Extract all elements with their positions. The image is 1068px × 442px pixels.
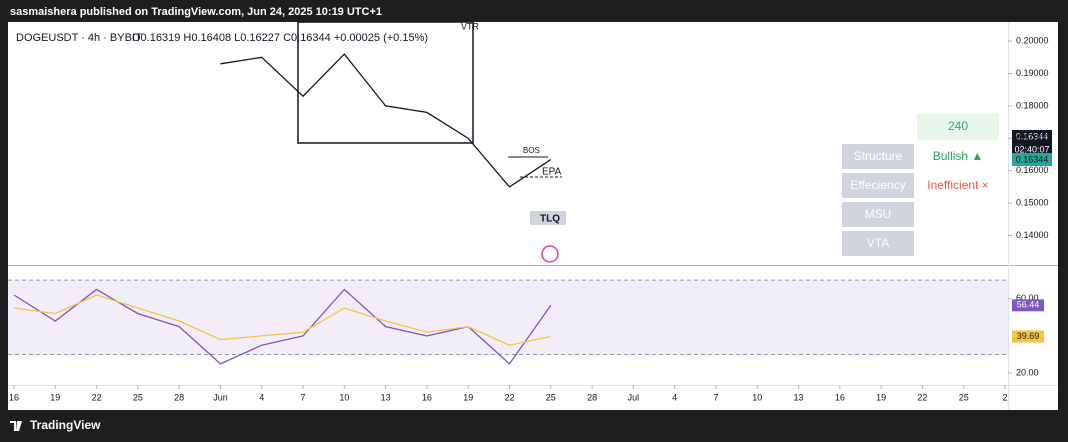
x-tick-label: 25 [546, 392, 556, 402]
x-tick-label: 19 [876, 392, 886, 402]
series-line [220, 53, 552, 188]
y-tick-label: 20.00 [1016, 367, 1039, 377]
y-tick-label: 60.00 [1016, 293, 1039, 303]
x-tick-label: 10 [339, 392, 349, 402]
status-panel: Structure Bullish ▲ Effeciency Inefficient … [842, 144, 989, 256]
y-tick-label: 0.16000 [1016, 165, 1049, 175]
panel-status: Inefficient × [927, 178, 989, 192]
y-tick-label: 0.17000 [1016, 133, 1049, 143]
y-tick-label: 0.15000 [1016, 197, 1049, 207]
x-tick-label: 19 [50, 392, 60, 402]
y-tick-label: 0.19000 [1016, 68, 1049, 78]
last-price-marker: 0.16344 [1016, 154, 1049, 164]
x-tick-label: 4 [672, 392, 677, 402]
countdown: 02:40:07 [1014, 144, 1049, 154]
x-tick-label: 28 [587, 392, 597, 402]
x-tick-label: 10 [752, 392, 762, 402]
panel-label: Effeciency [850, 178, 905, 192]
x-tick-label: 22 [92, 392, 102, 402]
value-label-bg [1012, 299, 1044, 312]
x-tick-label: 19 [463, 392, 473, 402]
value-label-bg [1012, 330, 1044, 343]
x-tick-label: 25 [133, 392, 143, 402]
x-tick-label: 13 [794, 392, 804, 402]
y-tick-label: 0.18000 [1016, 100, 1049, 110]
value-label: 39.69 [1017, 331, 1040, 341]
x-tick-label: Jul [628, 392, 640, 402]
annotation: BOS [523, 146, 540, 155]
x-tick-label: 7 [713, 392, 718, 402]
brand: TradingView [30, 418, 101, 432]
panel-cell [842, 173, 914, 198]
price-label-bg [1012, 153, 1052, 166]
panel-status: Bullish ▲ [933, 149, 984, 163]
event-icon[interactable] [541, 245, 559, 263]
x-tick-label: 25 [959, 392, 969, 402]
x-tick-label: 4 [259, 392, 264, 402]
ohlc: O0.16319 H0.16408 L0.16227 C0.16344 +0.0… [132, 32, 428, 44]
published: sasmaishera published on TradingView.com… [10, 6, 382, 18]
timeframe: 240 [948, 119, 968, 133]
series-line [13, 294, 551, 346]
panel-label: VTA [867, 236, 889, 250]
price-label-bg [1012, 130, 1052, 144]
tlq-box [530, 211, 566, 225]
x-tick-label: 22 [917, 392, 927, 402]
y-tick-label: 0.14000 [1016, 230, 1049, 240]
annotation: TLQ [540, 214, 560, 225]
x-tick-label: 16 [9, 392, 19, 402]
rsi-band [8, 280, 1008, 355]
vtr-box [297, 21, 474, 144]
annotation: EPA [542, 167, 562, 178]
x-tick-label: 7 [301, 392, 306, 402]
symbol: DOGEUSDT · 4h · BYBIT [16, 32, 142, 44]
panel-cell [842, 231, 914, 256]
x-tick-label: 16 [422, 392, 432, 402]
x-tick-label: Jun [213, 392, 228, 402]
timeframe-cell [917, 114, 999, 140]
x-tick-label: 22 [504, 392, 514, 402]
x-tick-label: 28 [174, 392, 184, 402]
value-label: 56.44 [1017, 300, 1040, 310]
brand-logo [10, 421, 22, 431]
panel-cell [842, 202, 914, 227]
panel-label: MSU [865, 207, 892, 221]
last-price: 0.16344 [1016, 131, 1049, 141]
annotation: VTR [461, 21, 480, 31]
y-tick-label: 0.20000 [1016, 35, 1049, 45]
x-tick-label: 16 [835, 392, 845, 402]
x-tick-label: 13 [381, 392, 391, 402]
panel-cell [842, 144, 914, 169]
x-tick-label: 2 [1002, 392, 1007, 402]
panel-label: Structure [854, 149, 903, 163]
